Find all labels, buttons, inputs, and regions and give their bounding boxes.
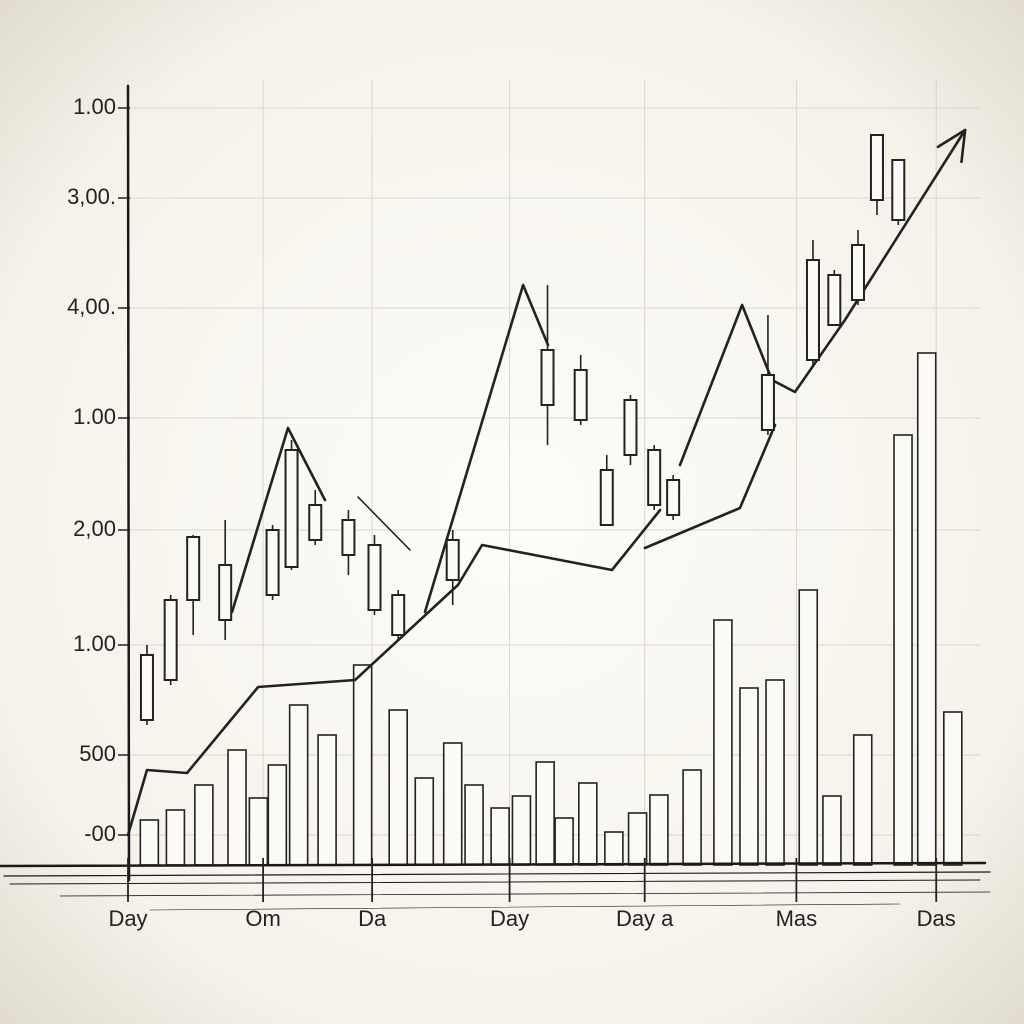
y-tick-label: 1.00 [73, 94, 116, 119]
candle-body [308, 504, 323, 541]
volume-bar [798, 589, 819, 866]
y-tick-label: 4,00. [67, 294, 116, 319]
candle-body [265, 529, 280, 596]
candle-body [367, 544, 382, 611]
y-tick-label: 1.00 [73, 631, 116, 656]
candle-body [760, 374, 775, 431]
volume-bar [442, 742, 463, 866]
candle-body [540, 349, 555, 406]
candle-body [666, 479, 681, 516]
candle-body [851, 244, 866, 301]
volume-bar [943, 711, 963, 866]
x-axis-sketch [149, 903, 901, 911]
x-tick-label: Day [108, 906, 147, 931]
candle-body [284, 449, 299, 568]
x-tick-label: Day a [616, 906, 674, 931]
x-axis [0, 861, 987, 868]
volume-bar [288, 704, 309, 866]
candle-body [827, 274, 842, 326]
x-axis-sketch [59, 891, 991, 897]
candle-body [445, 539, 460, 581]
volume-bar [535, 761, 555, 866]
candle-body [869, 134, 884, 201]
x-axis-sketch [3, 871, 991, 877]
x-tick-label: Mas [776, 906, 818, 931]
line [126, 423, 777, 837]
volume-bar [893, 434, 913, 866]
volume-bar [227, 749, 247, 866]
y-tick-label: 3,00. [67, 184, 116, 209]
volume-bar [388, 709, 408, 866]
volume-bar [194, 784, 214, 866]
candle-body [573, 369, 588, 421]
candle-body [186, 536, 201, 601]
candle-body [391, 594, 406, 636]
x-tick-label: Day [490, 906, 529, 931]
arrowhead [936, 128, 967, 164]
volume-bar [852, 734, 873, 866]
volume-bar [317, 734, 337, 866]
y-axis [126, 84, 131, 882]
volume-bar [822, 795, 842, 866]
y-tick-label: 2,00 [73, 516, 116, 541]
labels: 1.00 3,00. 4,00. 1.00 2,00 1.00 500 -00 Day Om Da D… [67, 94, 956, 931]
x-tick-label: Da [358, 906, 387, 931]
y-tick-label: -00 [84, 821, 116, 846]
volume-bar [627, 812, 648, 866]
volume-bar [464, 784, 484, 866]
volume-bar [713, 619, 733, 866]
y-tick-label: 500 [79, 741, 116, 766]
volume-bar [578, 782, 598, 866]
volume-bar [511, 795, 532, 866]
volume-bar [414, 777, 435, 866]
volume-bar [739, 687, 759, 866]
candle-body [647, 449, 662, 506]
candle-body [623, 399, 638, 456]
sketch-stroke [357, 496, 411, 551]
volume-bar [248, 797, 269, 866]
volume-bar [765, 679, 785, 866]
volume-bar [165, 809, 186, 866]
volume-bar [139, 819, 160, 866]
candle-body [805, 259, 820, 361]
y-tick-label: 1.00 [73, 404, 116, 429]
volume-bar [490, 807, 510, 866]
volume-bar [352, 664, 373, 866]
volume-bar [267, 764, 288, 866]
x-tick-label: Om [245, 906, 280, 931]
candle-body [139, 654, 154, 721]
candle-body [218, 564, 233, 621]
candle-body [163, 599, 178, 681]
candle-body [599, 469, 614, 526]
x-axis-sketch [9, 879, 981, 885]
volume-bar [649, 794, 669, 866]
volume-bar [604, 831, 624, 866]
volume-bar [916, 352, 937, 866]
candle-body [341, 519, 356, 556]
x-tick-label: Das [917, 906, 956, 931]
axes [0, 84, 991, 911]
volume-bar [682, 769, 702, 866]
marks [126, 128, 967, 866]
candle-body [891, 159, 906, 221]
volume-bar [554, 817, 574, 866]
